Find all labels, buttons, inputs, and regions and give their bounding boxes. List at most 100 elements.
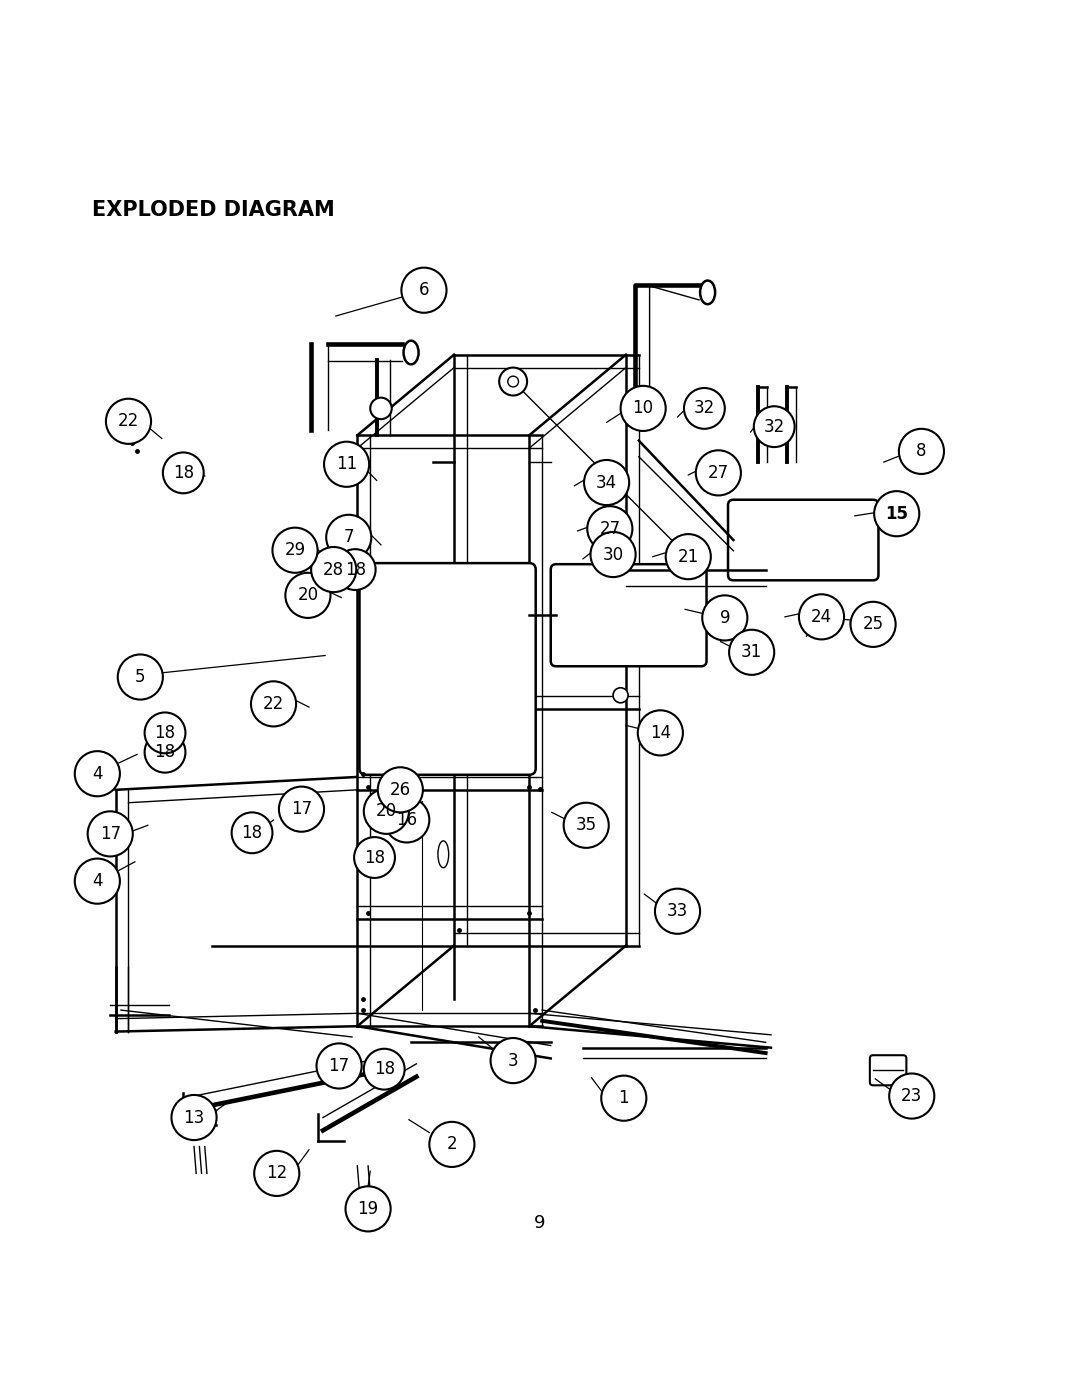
Text: 32: 32 [764, 418, 785, 436]
Circle shape [665, 534, 711, 580]
Text: 31: 31 [741, 643, 762, 661]
Circle shape [326, 514, 372, 560]
Circle shape [584, 460, 630, 506]
Text: 18: 18 [374, 1060, 395, 1078]
FancyBboxPatch shape [360, 563, 536, 775]
Circle shape [508, 376, 518, 387]
Circle shape [621, 386, 665, 430]
Text: 18: 18 [154, 724, 176, 742]
Circle shape [254, 1151, 299, 1196]
Circle shape [75, 859, 120, 904]
Text: 17: 17 [291, 800, 312, 819]
FancyBboxPatch shape [869, 1055, 906, 1085]
Text: 11: 11 [336, 455, 357, 474]
Circle shape [613, 687, 629, 703]
Circle shape [702, 595, 747, 640]
Text: 18: 18 [345, 560, 366, 578]
Circle shape [335, 549, 376, 590]
Text: 27: 27 [599, 520, 620, 538]
Circle shape [364, 1049, 405, 1090]
Circle shape [591, 532, 636, 577]
Circle shape [251, 682, 296, 726]
Circle shape [364, 789, 409, 834]
Text: 29: 29 [284, 541, 306, 559]
Text: 20: 20 [297, 587, 319, 605]
Circle shape [145, 732, 186, 773]
Circle shape [145, 712, 186, 753]
Circle shape [729, 630, 774, 675]
Circle shape [638, 710, 683, 756]
Circle shape [354, 837, 395, 877]
Text: EXPLODED DIAGRAM: EXPLODED DIAGRAM [92, 200, 335, 219]
Circle shape [889, 1073, 934, 1119]
Text: 25: 25 [863, 615, 883, 633]
Ellipse shape [404, 341, 419, 365]
Circle shape [231, 813, 272, 854]
Text: 21: 21 [677, 548, 699, 566]
Circle shape [316, 1044, 362, 1088]
Text: 32: 32 [693, 400, 715, 418]
Circle shape [324, 441, 369, 486]
Circle shape [172, 1095, 217, 1140]
Text: 14: 14 [650, 724, 671, 742]
Circle shape [684, 388, 725, 429]
Ellipse shape [437, 841, 448, 868]
Ellipse shape [700, 281, 715, 305]
Circle shape [799, 594, 845, 640]
Text: 17: 17 [99, 824, 121, 842]
Circle shape [370, 398, 392, 419]
Circle shape [346, 1186, 391, 1231]
Circle shape [163, 453, 204, 493]
Text: 8: 8 [916, 443, 927, 461]
Text: 7: 7 [343, 528, 354, 546]
Text: 2: 2 [447, 1136, 457, 1154]
Text: 26: 26 [390, 781, 410, 799]
Circle shape [874, 492, 919, 536]
Text: 23: 23 [901, 1087, 922, 1105]
Circle shape [75, 752, 120, 796]
Text: 3: 3 [508, 1052, 518, 1070]
Text: 1: 1 [619, 1090, 630, 1108]
Text: 15: 15 [886, 504, 908, 522]
FancyBboxPatch shape [728, 500, 878, 580]
Text: 33: 33 [667, 902, 688, 921]
Circle shape [285, 573, 330, 617]
Circle shape [851, 615, 867, 631]
Text: 34: 34 [596, 474, 617, 492]
Circle shape [118, 654, 163, 700]
Text: 6: 6 [419, 281, 429, 299]
Circle shape [588, 506, 633, 552]
Circle shape [490, 1038, 536, 1083]
Text: 10: 10 [633, 400, 653, 418]
Text: 17: 17 [328, 1058, 350, 1074]
Text: 28: 28 [323, 560, 345, 578]
Circle shape [384, 798, 430, 842]
Text: 22: 22 [262, 694, 284, 712]
Text: 9: 9 [719, 609, 730, 627]
Text: 9: 9 [535, 1214, 545, 1232]
Circle shape [430, 1122, 474, 1166]
Text: 16: 16 [396, 810, 417, 828]
Text: 18: 18 [364, 848, 386, 866]
Circle shape [851, 602, 895, 647]
Text: 18: 18 [154, 743, 176, 761]
Circle shape [106, 398, 151, 444]
Text: 24: 24 [811, 608, 832, 626]
Circle shape [87, 812, 133, 856]
Text: 18: 18 [242, 824, 262, 842]
Circle shape [754, 407, 795, 447]
Text: 27: 27 [707, 464, 729, 482]
Text: 20: 20 [376, 802, 397, 820]
Text: 13: 13 [184, 1109, 204, 1126]
Text: 30: 30 [603, 545, 623, 563]
Text: 4: 4 [92, 872, 103, 890]
Circle shape [311, 548, 356, 592]
Circle shape [402, 268, 446, 313]
Circle shape [499, 367, 527, 395]
Text: 19: 19 [357, 1200, 379, 1218]
Circle shape [279, 787, 324, 831]
Circle shape [602, 1076, 646, 1120]
FancyBboxPatch shape [551, 564, 706, 666]
Text: 4: 4 [92, 764, 103, 782]
Text: 35: 35 [576, 816, 597, 834]
